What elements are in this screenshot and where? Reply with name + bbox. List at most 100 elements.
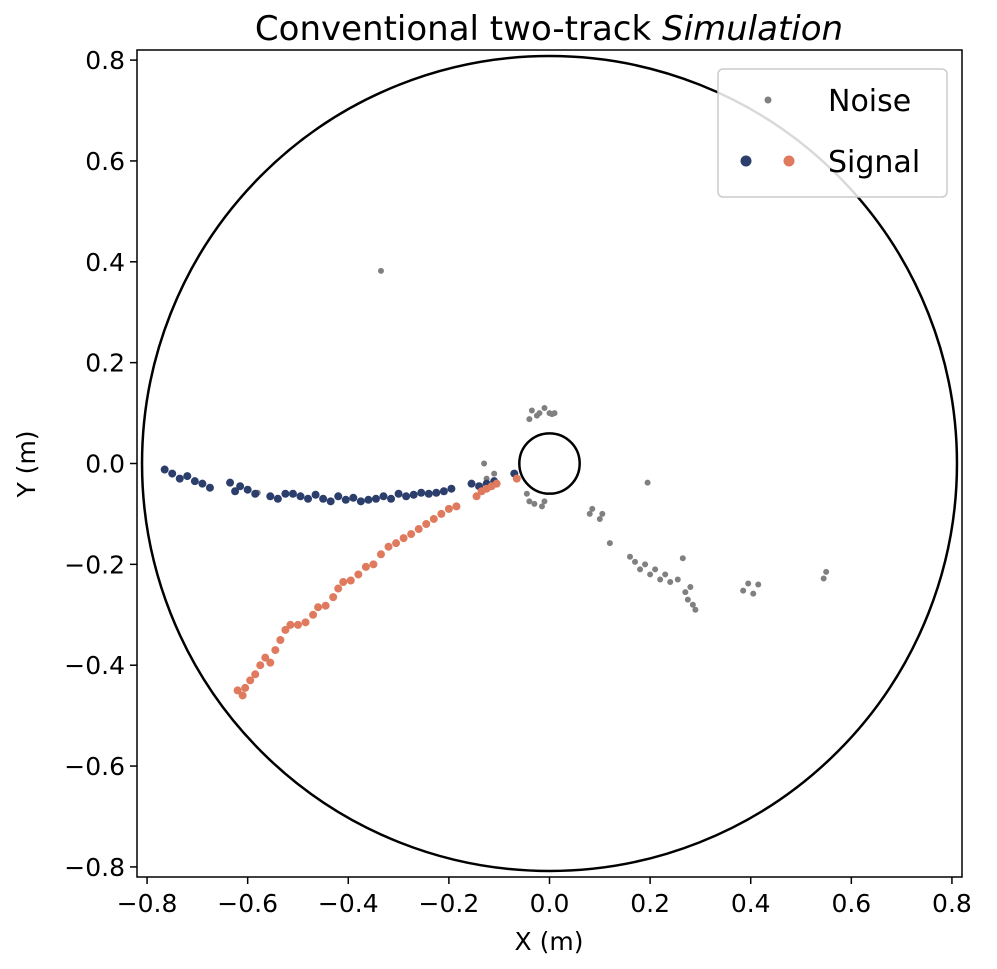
- signal-track-2-point: [261, 653, 270, 662]
- signal-track-1-point: [243, 485, 252, 494]
- signal-track-2-point: [392, 539, 401, 548]
- noise-point: [541, 498, 548, 505]
- signal-track-1-point: [190, 477, 199, 486]
- chart-title-main: Conventional two-track: [255, 9, 662, 49]
- signal-track-2-point: [492, 479, 501, 488]
- signal-track-1-point: [205, 483, 214, 492]
- x-tick-label: −0.6: [217, 889, 278, 918]
- noise-point: [750, 590, 757, 597]
- noise-point: [689, 601, 696, 608]
- noise-point: [644, 479, 651, 486]
- signal-track-1-point: [266, 492, 275, 501]
- signal-track-2-point: [339, 578, 348, 587]
- y-tick-label: 0.2: [85, 349, 125, 378]
- signal-track-2-point: [233, 686, 242, 695]
- signal-track-2-point: [314, 603, 323, 612]
- x-tick-label: 0.4: [731, 889, 771, 918]
- y-tick-label: −0.2: [64, 550, 125, 579]
- noise-point: [687, 584, 694, 591]
- signal-track-2-point: [266, 658, 275, 667]
- signal-track-2-point: [309, 610, 318, 619]
- y-tick-label: −0.8: [64, 853, 125, 882]
- legend-signal-marker: [740, 155, 752, 167]
- x-tick-label: 0.6: [831, 889, 871, 918]
- signal-track-2-point: [256, 661, 265, 670]
- noise-point: [531, 500, 538, 507]
- noise-point: [642, 561, 649, 568]
- signal-track-2-point: [238, 691, 247, 700]
- signal-track-2-point: [321, 601, 330, 610]
- signal-track-1-point: [226, 478, 235, 487]
- noise-point: [491, 470, 498, 477]
- signal-track-2-point: [414, 525, 423, 534]
- signal-track-1-point: [364, 495, 373, 504]
- y-tick-label: 0.6: [85, 147, 125, 176]
- signal-track-2-point: [407, 530, 416, 539]
- noise-point: [523, 490, 530, 497]
- signal-track-1-point: [417, 488, 426, 497]
- noise-point: [652, 566, 659, 573]
- signal-track-1-point: [304, 494, 313, 503]
- x-axis-label: X (m): [515, 927, 584, 956]
- signal-track-2-point: [399, 534, 408, 543]
- legend-signal-label: Signal: [828, 145, 920, 180]
- chart-title: Conventional two-track Simulation: [255, 9, 843, 49]
- signal-track-1-point: [334, 492, 343, 501]
- noise-point: [599, 510, 606, 517]
- noise-point: [820, 575, 827, 582]
- signal-track-1-point: [288, 489, 297, 498]
- y-tick-label: 0.0: [85, 450, 125, 479]
- signal-track-2-point: [354, 570, 363, 579]
- signal-track-1-point: [160, 465, 169, 474]
- signal-track-1-point: [447, 484, 456, 493]
- signal-track-1-point: [231, 487, 240, 496]
- noise-point: [657, 576, 664, 583]
- signal-track-1-point: [319, 494, 328, 503]
- y-tick-label: −0.6: [64, 752, 125, 781]
- signal-track-2-point: [384, 542, 393, 551]
- signal-track-2-point: [276, 635, 285, 644]
- signal-track-1-point: [349, 493, 358, 502]
- signal-track-2-point: [293, 620, 302, 629]
- noise-point: [481, 460, 488, 467]
- y-tick-label: 0.4: [85, 248, 125, 277]
- signal-track-1-point: [296, 492, 305, 501]
- noise-point: [679, 555, 686, 562]
- signal-track-2-point: [281, 625, 290, 634]
- legend-signal-marker: [783, 155, 795, 167]
- noise-point: [740, 587, 747, 594]
- noise-point: [674, 576, 681, 583]
- signal-track-2-point: [334, 584, 343, 593]
- signal-track-1-point: [394, 489, 403, 498]
- signal-track-2-point: [361, 562, 370, 571]
- x-tick-label: −0.2: [419, 889, 480, 918]
- x-tick-label: −0.4: [318, 889, 379, 918]
- noise-point: [589, 505, 596, 512]
- signal-track-2-point: [437, 509, 446, 518]
- noise-point: [745, 580, 752, 587]
- signal-track-1-point: [198, 479, 207, 488]
- signal-track-1-point: [175, 474, 184, 483]
- signal-track-1-point: [311, 490, 320, 499]
- signal-track-2-point: [444, 504, 453, 513]
- signal-track-2-point: [369, 560, 378, 569]
- y-tick-label: −0.4: [64, 651, 125, 680]
- signal-track-1-point: [387, 494, 396, 503]
- noise-point: [377, 267, 384, 274]
- noise-point: [526, 498, 533, 505]
- signal-track-2-point: [251, 670, 260, 679]
- signal-track-1-point: [371, 494, 380, 503]
- noise-point: [647, 571, 654, 578]
- noise-point: [682, 589, 689, 596]
- signal-track-2-point: [301, 618, 310, 627]
- noise-point: [626, 553, 633, 560]
- x-tick-label: −0.8: [117, 889, 178, 918]
- legend-noise-marker: [764, 96, 772, 104]
- signal-track-1-point: [281, 489, 290, 498]
- signal-track-1-point: [409, 490, 418, 499]
- detector-boundaries: [140, 54, 959, 873]
- signal-track-2-point: [429, 514, 438, 523]
- signal-track-2-point: [286, 620, 295, 629]
- noise-point: [538, 503, 545, 510]
